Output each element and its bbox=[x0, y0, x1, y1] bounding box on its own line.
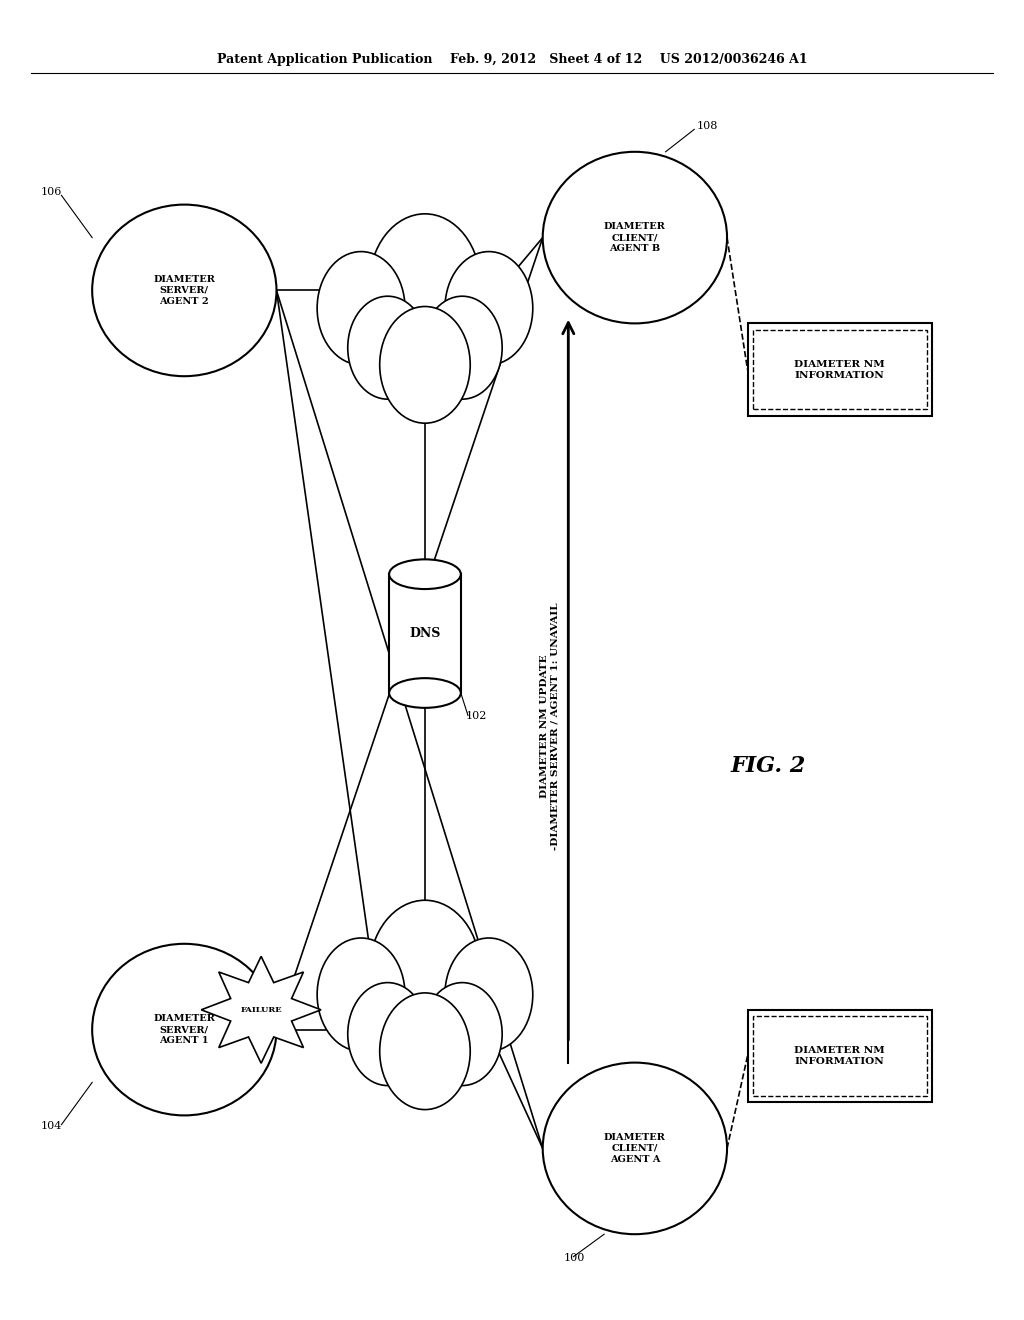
Ellipse shape bbox=[92, 205, 276, 376]
Ellipse shape bbox=[543, 152, 727, 323]
Text: 106: 106 bbox=[41, 187, 62, 198]
Text: DIAMETER
SERVER/
AGENT 1: DIAMETER SERVER/ AGENT 1 bbox=[154, 1014, 215, 1045]
Text: 102: 102 bbox=[466, 711, 487, 722]
Circle shape bbox=[369, 900, 481, 1044]
Text: 108: 108 bbox=[696, 121, 718, 132]
Bar bbox=[389, 574, 461, 693]
Ellipse shape bbox=[543, 1063, 727, 1234]
Circle shape bbox=[422, 982, 502, 1085]
Bar bbox=[753, 330, 927, 409]
Text: DIAMETER
CLIENT/
AGENT A: DIAMETER CLIENT/ AGENT A bbox=[604, 1133, 666, 1164]
Circle shape bbox=[444, 252, 532, 364]
Bar bbox=[753, 1016, 927, 1096]
Ellipse shape bbox=[389, 678, 461, 708]
Circle shape bbox=[422, 296, 502, 399]
Circle shape bbox=[380, 993, 470, 1110]
Bar bbox=[748, 323, 932, 416]
Ellipse shape bbox=[389, 560, 461, 589]
Text: DIAMETER
CLIENT/
AGENT B: DIAMETER CLIENT/ AGENT B bbox=[604, 222, 666, 253]
Circle shape bbox=[380, 306, 470, 424]
Text: DIAMETER NM
INFORMATION: DIAMETER NM INFORMATION bbox=[795, 359, 885, 380]
Circle shape bbox=[348, 982, 428, 1085]
Circle shape bbox=[444, 939, 532, 1051]
Polygon shape bbox=[201, 956, 322, 1064]
Text: DIAMETER NM
INFORMATION: DIAMETER NM INFORMATION bbox=[795, 1045, 885, 1067]
Text: DIAMETER
SERVER/
AGENT 2: DIAMETER SERVER/ AGENT 2 bbox=[154, 275, 215, 306]
Text: FIG. 2: FIG. 2 bbox=[730, 755, 806, 776]
Circle shape bbox=[317, 939, 404, 1051]
Ellipse shape bbox=[92, 944, 276, 1115]
Text: 100: 100 bbox=[563, 1253, 585, 1263]
Circle shape bbox=[317, 252, 404, 364]
Text: FAILURE: FAILURE bbox=[241, 1006, 282, 1014]
Text: DIAMETER NM UPDATE
-DIAMETER SERVER / AGENT 1: UNAVAIL: DIAMETER NM UPDATE -DIAMETER SERVER / AG… bbox=[541, 602, 559, 850]
Circle shape bbox=[369, 214, 481, 358]
Text: 104: 104 bbox=[41, 1121, 62, 1131]
Bar bbox=[748, 1010, 932, 1102]
Text: DNS: DNS bbox=[410, 627, 440, 640]
Text: Patent Application Publication    Feb. 9, 2012   Sheet 4 of 12    US 2012/003624: Patent Application Publication Feb. 9, 2… bbox=[217, 53, 807, 66]
Circle shape bbox=[348, 296, 428, 399]
